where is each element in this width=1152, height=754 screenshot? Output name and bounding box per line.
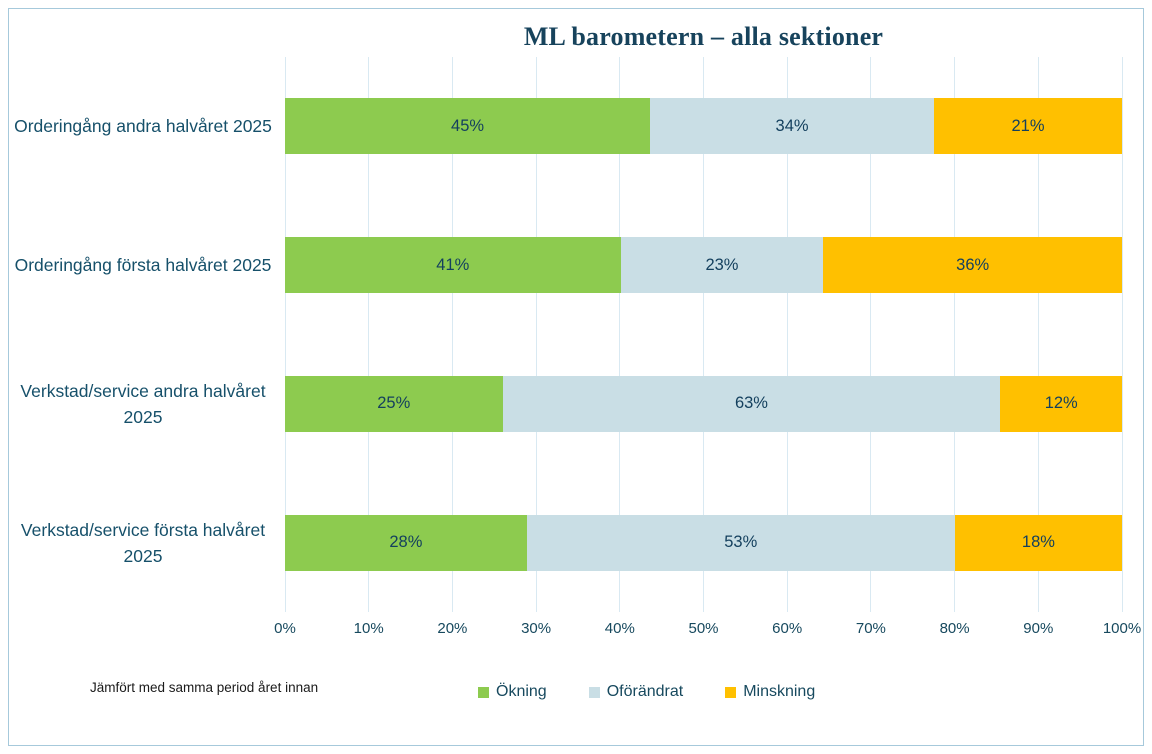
bar-segment-label: 53%	[724, 533, 758, 552]
bar-segment-label: 18%	[1021, 533, 1055, 552]
bar-row: 45% 34% 21%	[285, 98, 1122, 155]
x-tick-label: 70%	[855, 620, 886, 637]
x-tick-label: 100%	[1102, 620, 1142, 637]
x-axis: 0% 10% 20% 30% 40% 50% 60% 70% 80% 90% 100%	[274, 620, 1141, 642]
bar-segment-label: 34%	[775, 116, 809, 135]
legend-label: Oförändrat	[606, 683, 684, 700]
bar-segment: 18%	[954, 514, 1123, 571]
x-tick-label: 30%	[521, 620, 552, 637]
x-tick-label: 20%	[437, 620, 468, 637]
bar-segment-label: 25%	[377, 394, 411, 413]
bar-segment-label: 23%	[705, 255, 739, 274]
bar-segment: 63%	[502, 375, 1001, 432]
gridline	[451, 57, 453, 612]
x-tick-label: 10%	[353, 620, 384, 637]
x-tick-label: 80%	[939, 620, 970, 637]
plot-area: 45% 34% 21% 41% 23% 36% 25% 63% 12% 28% 53% 18%	[284, 57, 1123, 612]
category-label: Verkstad/service första halvåret 2025	[20, 519, 266, 566]
bar-segment: 28%	[285, 514, 527, 571]
legend-item: Oförändrat	[588, 683, 684, 701]
chart-title: ML barometern – alla sektioner	[523, 22, 884, 51]
x-tick-label: 60%	[772, 620, 803, 637]
bar-segment-label: 36%	[956, 255, 990, 274]
legend-item: Minskning	[725, 683, 815, 701]
bar-segment: 36%	[823, 237, 1122, 294]
category-axis: Orderingång andra halvåret 2025 Orderingå…	[14, 57, 272, 612]
x-tick-label: 50%	[688, 620, 719, 637]
bar-segment-label: 28%	[389, 533, 423, 552]
bar-segment: 41%	[285, 237, 621, 294]
x-tick-label: 0%	[274, 620, 296, 637]
bar-segment: 25%	[285, 375, 503, 432]
legend-label: Ökning	[496, 683, 547, 700]
gridline	[786, 57, 788, 612]
bar-segment: 23%	[620, 237, 824, 294]
bar-segment: 53%	[526, 514, 955, 571]
gridline	[870, 57, 872, 612]
bar-segment-label: 63%	[734, 394, 768, 413]
gridline	[954, 57, 956, 612]
category-label: Verkstad/service andra halvåret 2025	[20, 380, 266, 427]
gridline	[1121, 57, 1123, 612]
bar-segment: 21%	[934, 98, 1122, 155]
gridline	[368, 57, 370, 612]
bar-row: 25% 63% 12%	[285, 375, 1122, 432]
bar-segment: 45%	[285, 98, 651, 155]
bar-segment: 12%	[1000, 375, 1122, 432]
chart-footnote: Jämfört med samma period året innan	[90, 680, 319, 695]
bar-segment-label: 45%	[451, 116, 485, 135]
gridline	[284, 57, 286, 612]
legend-item: Ökning	[478, 683, 547, 701]
bar-row: 28% 53% 18%	[285, 514, 1123, 571]
category-label: Orderingång andra halvåret 2025	[14, 116, 272, 137]
category-label: Orderingång första halvåret 2025	[14, 255, 272, 276]
legend-swatch	[478, 686, 489, 698]
gridline	[619, 57, 621, 612]
legend-swatch	[725, 686, 737, 698]
bar-segment-label: 12%	[1044, 394, 1078, 413]
x-tick-label: 90%	[1023, 620, 1054, 637]
bar-segment-label: 21%	[1011, 116, 1045, 135]
gridline	[703, 57, 704, 612]
bar-row: 41% 23% 36%	[285, 237, 1122, 294]
legend: Ökning Oförändrat Minskning	[478, 683, 815, 701]
legend-label: Minskning	[743, 683, 816, 700]
gridline	[535, 57, 537, 612]
bar-segment-label: 41%	[436, 255, 470, 274]
legend-swatch	[588, 686, 600, 698]
x-tick-label: 40%	[604, 620, 635, 637]
bar-segment: 34%	[650, 98, 935, 155]
gridline	[1037, 57, 1039, 612]
